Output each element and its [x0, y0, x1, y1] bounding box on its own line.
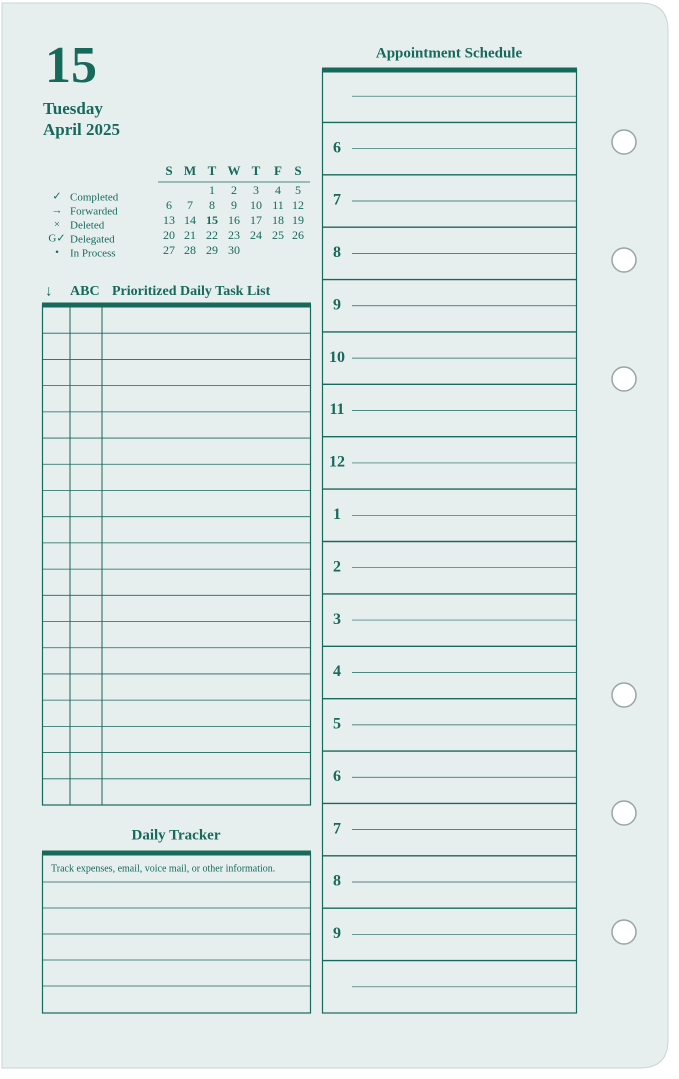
weekday: Tuesday [43, 99, 103, 118]
tracker-note: Track expenses, email, voice mail, or ot… [51, 863, 275, 874]
calendar-day: 14 [184, 213, 196, 227]
calendar-day: 11 [272, 198, 284, 212]
task-abc: ABC [70, 284, 100, 299]
hour-label: 6 [333, 768, 341, 785]
hour-label: 8 [333, 244, 341, 261]
calendar-day: 24 [250, 228, 262, 242]
calendar-day: 22 [206, 228, 218, 242]
binder-hole [611, 919, 637, 945]
calendar-day: 3 [253, 183, 259, 197]
legend-symbol: → [52, 205, 63, 217]
task-arrow: ↓ [45, 283, 53, 299]
calendar-day: 5 [295, 183, 301, 197]
binder-hole [611, 129, 637, 155]
legend-label: Completed [70, 192, 119, 204]
tracker-title: Daily Tracker [131, 827, 220, 843]
hour-label: 6 [333, 139, 341, 156]
hour-label: 2 [333, 558, 341, 575]
page-background [1, 2, 669, 1069]
hour-label: 7 [333, 820, 341, 837]
hour-label: 10 [329, 349, 345, 366]
calendar-day: 18 [272, 213, 284, 227]
hour-label: 3 [333, 611, 341, 628]
hour-label: 4 [333, 663, 341, 680]
calendar-day: 9 [231, 198, 237, 212]
hour-label: 5 [333, 716, 341, 733]
calendar-day: 25 [272, 228, 284, 242]
calendar-day: 21 [184, 228, 196, 242]
hour-label: 9 [333, 925, 341, 942]
hour-label: 11 [329, 401, 344, 418]
month-year: April 2025 [43, 120, 120, 139]
hour-label: 12 [329, 454, 345, 471]
calendar-weekday: T [208, 163, 217, 178]
calendar-day: 30 [228, 243, 240, 257]
calendar-weekday: S [165, 163, 172, 178]
calendar-weekday: F [274, 163, 282, 178]
calendar-day: 20 [163, 228, 175, 242]
hour-label: 8 [333, 873, 341, 890]
legend-label: Forwarded [70, 206, 118, 218]
legend-symbol: × [54, 219, 60, 231]
calendar-day: 1 [209, 183, 215, 197]
calendar-day: 23 [228, 228, 240, 242]
calendar-weekday: S [294, 163, 301, 178]
calendar-day: 29 [206, 243, 218, 257]
hour-label: 7 [333, 192, 341, 209]
task-title: Prioritized Daily Task List [112, 284, 271, 299]
binder-hole [611, 366, 637, 392]
calendar-day: 12 [292, 198, 304, 212]
legend-symbol: ✓ [52, 191, 61, 203]
calendar-day: 17 [250, 213, 262, 227]
hour-label: 1 [333, 506, 341, 523]
calendar-day: 4 [275, 183, 281, 197]
day-number: 15 [45, 37, 97, 94]
calendar-day: 8 [209, 198, 215, 212]
calendar-day: 2 [231, 183, 237, 197]
legend-label: In Process [70, 248, 116, 260]
calendar-day: 10 [250, 198, 262, 212]
legend-symbol: G✓ [48, 233, 65, 245]
calendar-day: 28 [184, 243, 196, 257]
appointment-title: Appointment Schedule [376, 45, 523, 61]
calendar-day: 6 [166, 198, 172, 212]
calendar-day: 15 [206, 213, 218, 227]
hour-label: 9 [333, 296, 341, 313]
binder-hole [611, 247, 637, 273]
calendar-weekday: W [228, 163, 241, 178]
calendar-day: 7 [187, 198, 193, 212]
calendar-day: 19 [292, 213, 304, 227]
calendar-weekday: M [184, 163, 196, 178]
binder-hole [611, 800, 637, 826]
legend-label: Deleted [70, 220, 105, 232]
calendar-day: 27 [163, 243, 175, 257]
legend-label: Delegated [70, 234, 115, 246]
binder-hole [611, 682, 637, 708]
calendar-day: 13 [163, 213, 175, 227]
calendar-weekday: T [252, 163, 261, 178]
calendar-day: 26 [292, 228, 304, 242]
legend-symbol: • [55, 247, 59, 259]
calendar-day: 16 [228, 213, 240, 227]
